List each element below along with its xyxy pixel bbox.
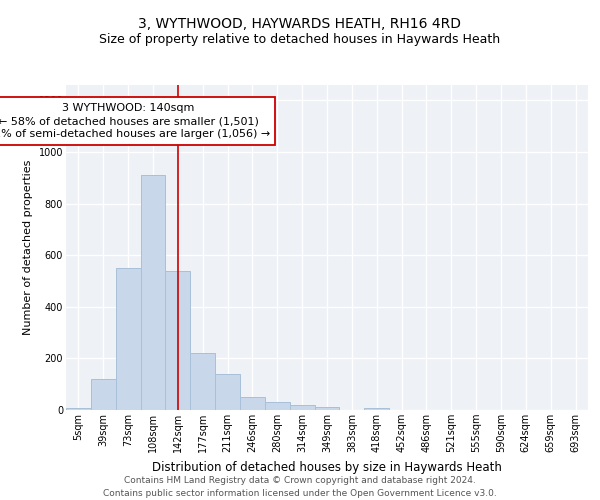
Bar [290, 405, 314, 410]
Bar [364, 408, 389, 410]
Text: 3 WYTHWOOD: 140sqm
← 58% of detached houses are smaller (1,501)
41% of semi-deta: 3 WYTHWOOD: 140sqm ← 58% of detached hou… [0, 103, 270, 140]
Bar [140, 176, 166, 410]
Bar [116, 268, 140, 410]
X-axis label: Distribution of detached houses by size in Haywards Heath: Distribution of detached houses by size … [152, 460, 502, 473]
Y-axis label: Number of detached properties: Number of detached properties [23, 160, 33, 335]
Bar [314, 408, 340, 410]
Bar [240, 396, 265, 410]
Bar [91, 379, 116, 410]
Bar [215, 374, 240, 410]
Bar [190, 354, 215, 410]
Bar [166, 270, 190, 410]
Text: 3, WYTHWOOD, HAYWARDS HEATH, RH16 4RD: 3, WYTHWOOD, HAYWARDS HEATH, RH16 4RD [139, 18, 461, 32]
Bar [66, 408, 91, 410]
Bar [265, 402, 290, 410]
Text: Size of property relative to detached houses in Haywards Heath: Size of property relative to detached ho… [100, 32, 500, 46]
Text: Contains HM Land Registry data © Crown copyright and database right 2024.
Contai: Contains HM Land Registry data © Crown c… [103, 476, 497, 498]
